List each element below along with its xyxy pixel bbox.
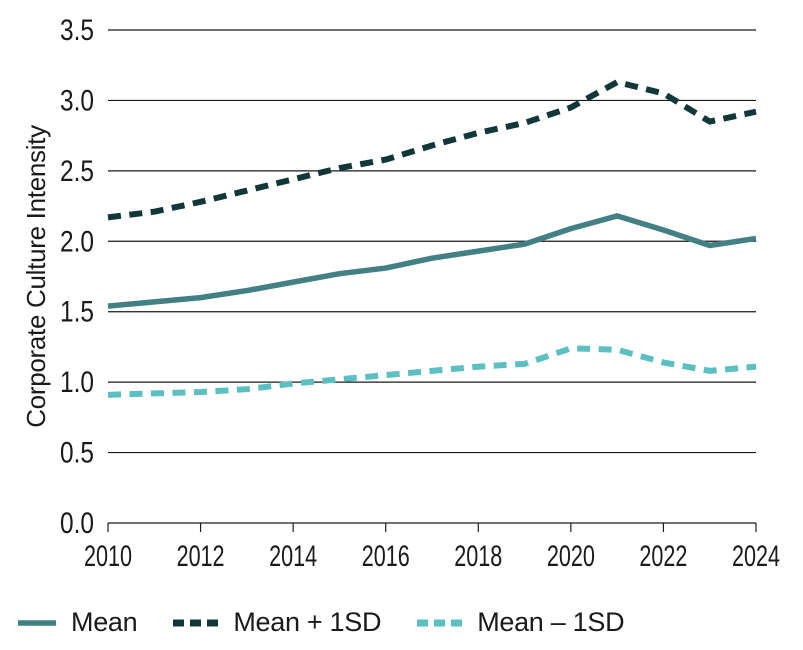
- legend-swatch-2: [417, 619, 463, 626]
- y-tick-label: 3.5: [60, 14, 94, 47]
- y-tick-label: 2.5: [60, 155, 94, 188]
- y-tick-label: 2.0: [60, 225, 94, 258]
- chart-legend: Mean Mean + 1SD Mean – 1SD: [0, 607, 803, 638]
- x-tick-label: 2016: [362, 540, 410, 573]
- y-tick-label: 1.0: [60, 366, 94, 399]
- y-axis-title: Corporate Culture Intensity: [21, 125, 51, 428]
- legend-label-0: Mean: [71, 607, 138, 637]
- legend-item-1: Mean + 1SD: [173, 607, 381, 638]
- corporate-culture-intensity-chart: 0.0 0.5 1.0 1.5 2.0 2.5 3.0 3.5 2010 2012 2014 2016…: [21, 14, 780, 573]
- legend-item-2: Mean – 1SD: [417, 607, 625, 638]
- y-tick-label: 0.5: [60, 437, 94, 470]
- y-tick-label: 0.0: [60, 507, 94, 540]
- x-tick-label: 2010: [84, 540, 132, 573]
- x-tick-label: 2022: [639, 540, 687, 573]
- y-tick-label: 1.5: [60, 296, 94, 329]
- legend-swatch-0: [18, 619, 56, 626]
- series-line-1: [107, 79, 757, 221]
- legend-label-1: Mean + 1SD: [233, 607, 382, 637]
- legend-label-2: Mean – 1SD: [477, 607, 625, 637]
- x-tick-label: 2020: [547, 540, 595, 573]
- x-tick-label: 2024: [732, 540, 780, 573]
- y-tick-label: 3.0: [60, 84, 94, 117]
- legend-swatch-1: [173, 619, 219, 626]
- x-tick-label: 2012: [177, 540, 225, 573]
- x-tick-label: 2014: [269, 540, 317, 573]
- legend-item-0: Mean: [18, 607, 138, 638]
- x-tick-label: 2018: [454, 540, 502, 573]
- series-line-0: [107, 213, 757, 309]
- series-line-2: [107, 345, 757, 398]
